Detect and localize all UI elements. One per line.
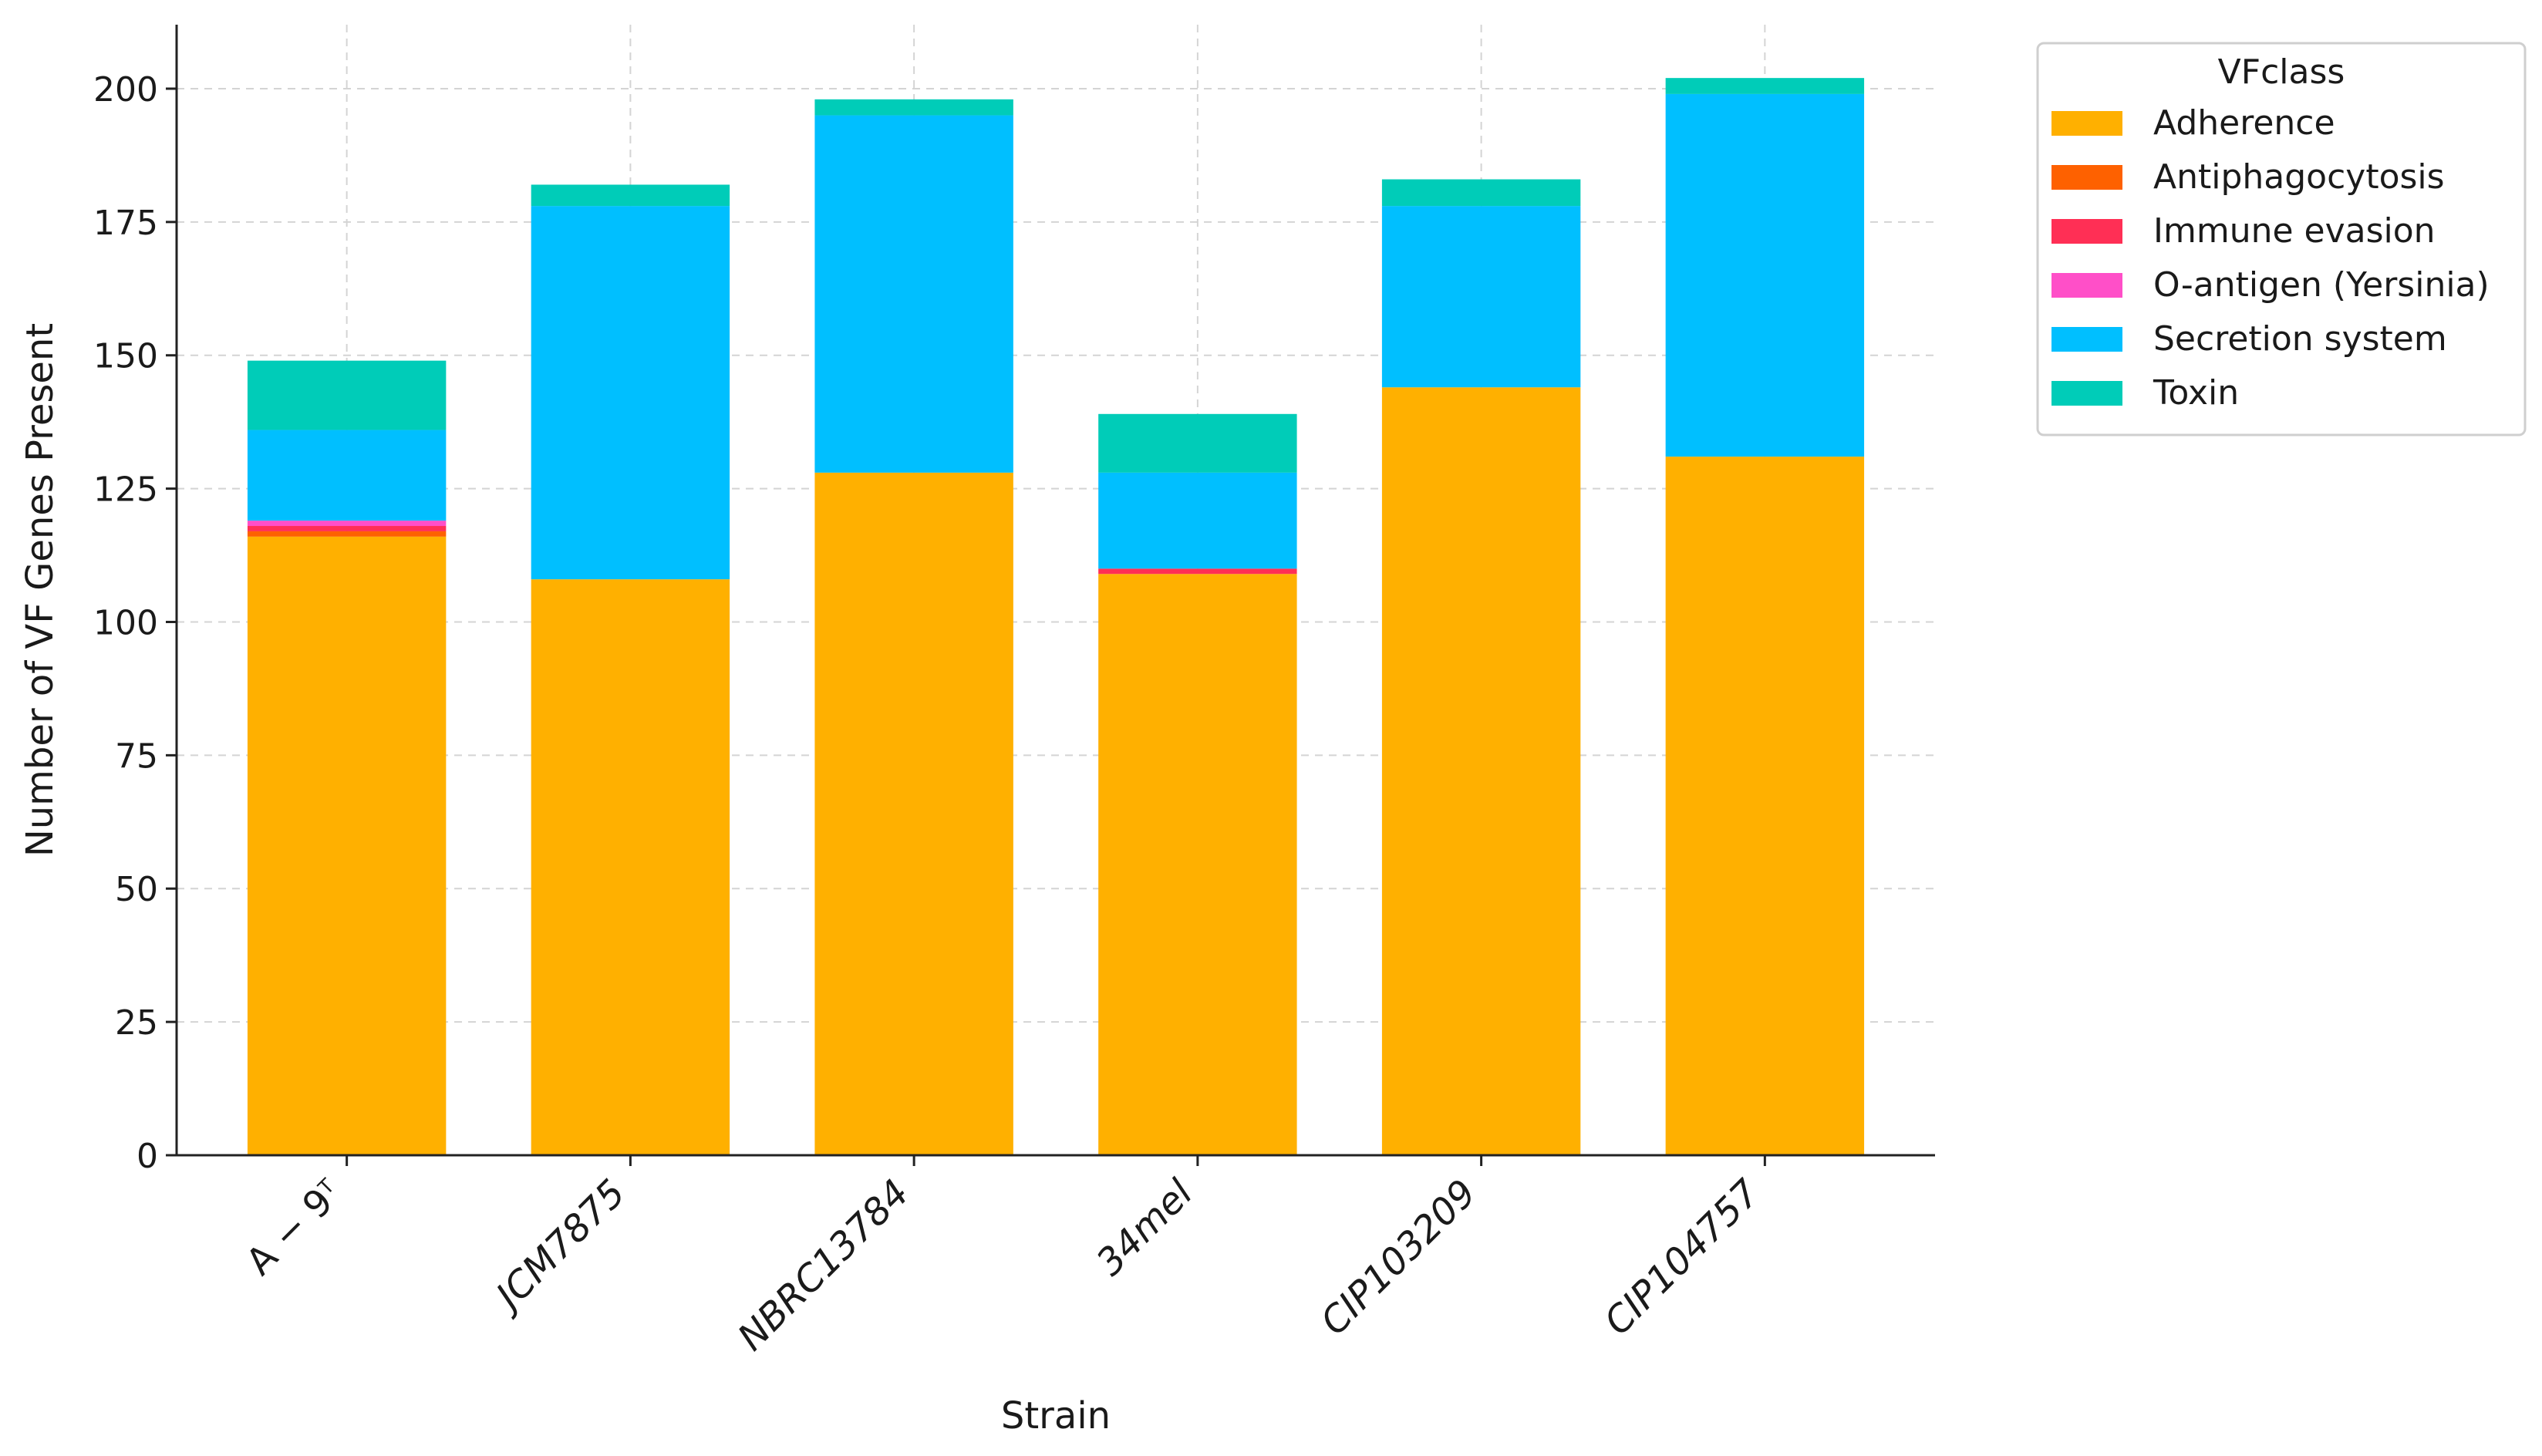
legend-swatch	[2051, 327, 2122, 352]
bar-segment-toxin	[1665, 78, 1865, 94]
bar-segment-toxin	[1098, 413, 1297, 473]
bar-segment-secretion-system	[531, 206, 730, 580]
bar-segment-adherence	[814, 472, 1013, 1155]
bar-segment-immune-evasion	[1098, 568, 1297, 575]
bar-segment-secretion-system	[1098, 472, 1297, 569]
y-tick-label: 200	[93, 70, 158, 110]
legend-entry-label: Secretion system	[2153, 319, 2447, 359]
y-tick-label: 150	[93, 337, 158, 376]
legend-swatch	[2051, 219, 2122, 244]
legend-entry-label: Antiphagocytosis	[2153, 157, 2445, 197]
bar-segment-secretion-system	[1381, 206, 1581, 388]
legend-swatch	[2051, 381, 2122, 406]
legend-box	[2036, 42, 2527, 436]
y-tick-label: 50	[115, 870, 158, 909]
legend-entry-label: Immune evasion	[2153, 211, 2436, 251]
bar-segment-toxin	[1381, 179, 1581, 207]
bar-segment-secretion-system	[247, 430, 447, 521]
bar-segment-immune-evasion	[247, 526, 447, 531]
bar-segment-toxin	[247, 360, 447, 430]
bar-segment-adherence	[1098, 574, 1297, 1155]
legend-entry-label: O-antigen (Yersinia)	[2153, 265, 2490, 305]
legend-title: VFclass	[2218, 52, 2345, 92]
x-axis-title: Strain	[1001, 1394, 1111, 1437]
y-tick-label: 125	[93, 470, 158, 510]
y-tick-label: 175	[93, 204, 158, 243]
x-tick-label: NBRC13784	[730, 1171, 918, 1360]
bar-segment-toxin	[531, 184, 730, 207]
bar-segment-adherence	[1665, 457, 1865, 1155]
bar-segment-antiphagocytosis	[247, 531, 447, 537]
bars	[247, 78, 1865, 1155]
y-tick-label: 100	[93, 603, 158, 642]
y-tick-label: 75	[115, 736, 158, 776]
x-tick-label: JCM7875	[484, 1171, 634, 1322]
y-axis-title: Number of VF Genes Present	[19, 323, 62, 857]
x-tick-label: CIP104757	[1596, 1171, 1768, 1344]
bar-segment-secretion-system	[814, 115, 1013, 473]
legend-swatch	[2051, 165, 2122, 190]
y-tick-label: 0	[137, 1137, 158, 1176]
bar-segment-adherence	[1381, 387, 1581, 1155]
legend-swatch	[2051, 111, 2122, 136]
bar-segment-adherence	[531, 579, 730, 1155]
x-tick-label: 34mel	[1088, 1171, 1202, 1284]
bar-segment-secretion-system	[1665, 93, 1865, 457]
legend: VFclass Adherence Antiphagocytosis Immune e…	[2036, 42, 2527, 436]
grid	[177, 25, 1935, 1156]
legend-entry-label: Adherence	[2153, 103, 2335, 143]
x-tick-label: A − 9T	[238, 1171, 350, 1284]
y-tick-label: 25	[115, 1003, 158, 1043]
bar-segment-adherence	[247, 536, 447, 1155]
legend-swatch	[2051, 273, 2122, 298]
bar-segment-toxin	[814, 99, 1013, 116]
x-tick-label: CIP103209	[1313, 1171, 1485, 1343]
legend-entry-label: Toxin	[2153, 373, 2239, 413]
bar-segment-o-antigen-yersinia	[247, 521, 447, 527]
